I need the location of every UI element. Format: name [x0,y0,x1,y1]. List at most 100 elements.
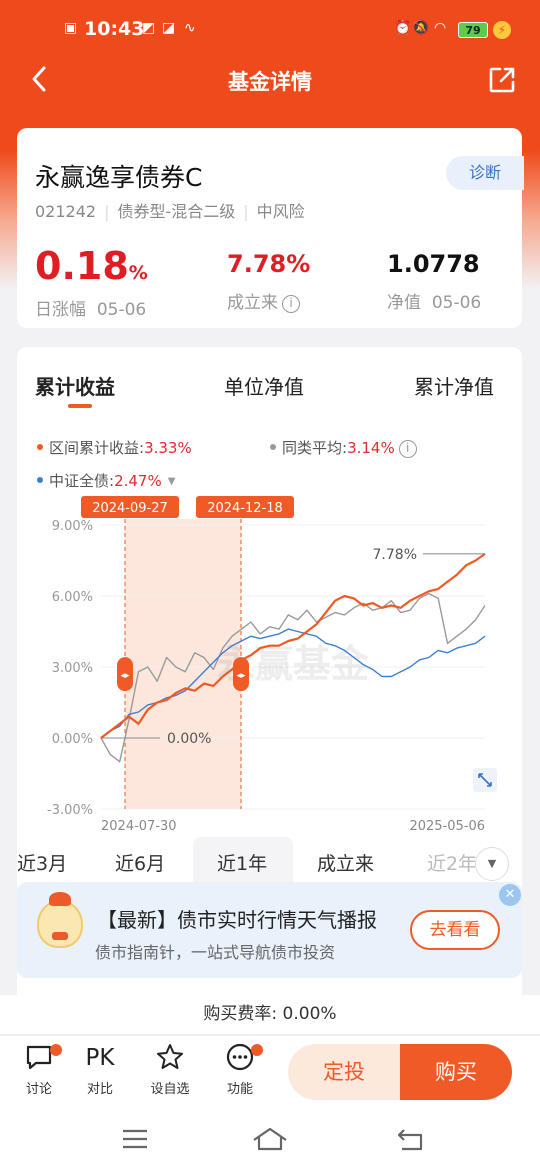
fund-risk: 中风险 [256,202,305,221]
nav-stat: 1.0778 净值 05-06 [387,244,481,313]
purchase-fee: 购买费率: 0.00% [0,995,540,1035]
function-button[interactable]: 功能 [215,1042,265,1097]
promo-banner[interactable]: 【最新】债市实时行情天气播报 债市指南针，一站式导航债市投资 去看看 ✕ [17,882,522,978]
banner-cta-button[interactable]: 去看看 [410,910,500,950]
info-icon[interactable]: i [398,440,417,458]
range-handle[interactable] [117,657,133,692]
notification-badge [251,1044,263,1056]
buy-button[interactable]: 购买 [400,1044,512,1100]
nav-label: 净值 [387,293,421,313]
legend-label: 区间累计收益: [49,439,145,457]
legend-peer: 同类平均:3.14% i [270,437,417,458]
end-annotation: 7.78% [373,547,417,563]
home-icon[interactable] [252,1126,288,1152]
auto-invest-button[interactable]: 定投 [288,1044,400,1100]
legend-fund: 区间累计收益:3.33% [37,437,192,458]
range-handle[interactable] [233,657,249,692]
range-date-label: 2024-09-27 [92,501,168,516]
menu-icon[interactable] [121,1128,149,1150]
since-inception-value: 7.78% [227,250,311,278]
banner-title: 【最新】债市实时行情天气播报 [97,908,377,932]
performance-chart-card: 累计收益 单位净值 累计净值 区间累计收益:3.33% 同类平均:3.14% i … [17,347,522,1007]
since-inception-stat: 7.78% 成立来 i [227,244,310,313]
charging-icon: ⚡ [493,21,511,39]
range-date-tag [81,496,179,518]
status-time: 10:43 [84,18,145,40]
discuss-button[interactable]: 讨论 [14,1042,64,1097]
series-line-peer [100,592,486,763]
line-chart[interactable]: 9.00%6.00%3.00%0.00%-3.00%永赢基金2024-09-27… [17,487,522,837]
active-period-background [193,837,293,883]
app-notification-icon: ◪ [162,20,176,36]
status-bar: ▣ 10:43 ◩ ◪ ∿ ⏰ 🔕 ◠ 79 ⚡ [0,0,540,56]
legend-value: 3.33% [144,439,192,457]
daily-change-stat: 0.18% 日涨幅 05-06 [35,244,148,320]
y-tick-label: -3.00% [47,803,93,818]
y-tick-label: 9.00% [52,519,93,534]
series-line-fund [100,552,486,739]
discuss-label: 讨论 [25,1082,52,1097]
more-periods-chevron-icon[interactable]: ▼ [475,847,509,881]
notification-badge [50,1044,62,1056]
zero-annotation: 0.00% [167,731,211,747]
highlight-range [125,519,241,809]
bottom-action-bar: 讨论 PK 对比 设自选 功能 定投 购买 [0,1036,540,1106]
fund-name: 永赢逸享债券C [35,163,203,192]
legend-value: 2.47% [114,472,162,490]
handle-arrows-icon: ◂▸ [236,671,246,681]
battery-icon: 79 [458,22,488,38]
fund-summary-card: 永赢逸享债券C 诊断 021242 | 债券型-混合二级 | 中风险 0.18% 日涨幅… [17,128,524,328]
active-tab-indicator [68,404,92,408]
app-notification-icon: ◩ [142,20,156,36]
daily-change-value: 0.18 [35,244,129,288]
handle-arrows-icon: ◂▸ [120,671,130,681]
compare-button[interactable]: PK 对比 [75,1042,125,1097]
tab-unit-nav[interactable]: 单位净值 [224,375,304,399]
back-icon[interactable] [26,64,56,94]
info-icon[interactable]: i [282,295,300,313]
tab-accumulated-nav[interactable]: 累计净值 [414,375,494,399]
daily-change-label: 日涨幅 [35,300,86,320]
expand-arrows-icon [478,773,492,787]
period-6m[interactable]: 近6月 [115,853,166,875]
legend-dot [270,444,276,450]
y-tick-label: 6.00% [52,590,93,605]
range-date-label: 2024-12-18 [207,501,283,516]
function-label: 功能 [226,1082,253,1097]
close-icon[interactable]: ✕ [499,884,521,906]
period-since-inception[interactable]: 成立来 [317,853,375,875]
nav-date: 05-06 [431,293,482,313]
fund-meta: 021242 | 债券型-混合二级 | 中风险 [35,202,305,221]
legend-dot [37,444,43,450]
alarm-icon: ⏰ [394,20,412,36]
period-1y[interactable]: 近1年 [217,853,268,875]
diagnose-button[interactable]: 诊断 [446,156,524,190]
y-tick-label: 0.00% [52,732,93,747]
legend-label: 同类平均: [282,439,348,457]
legend-index[interactable]: 中证全债:2.47% ▼ [37,470,175,491]
mascot-icon [37,892,83,948]
legend-label: 中证全债: [49,472,115,490]
watchlist-label: 设自选 [150,1082,190,1097]
nav-value: 1.0778 [387,250,480,278]
period-2y[interactable]: 近2年 [427,853,478,875]
banner-subtitle: 债市指南针，一站式导航债市投资 [95,943,336,962]
series-line-index [100,628,486,739]
fund-code: 021242 [35,202,97,221]
notification-icon: ▣ [64,20,78,36]
range-date-tag [196,496,294,518]
period-3m[interactable]: 近3月 [17,853,68,875]
add-watchlist-button[interactable]: 设自选 [145,1042,195,1097]
back-nav-icon[interactable] [396,1126,426,1152]
x-tick-label: 2025-05-06 [409,819,485,834]
chevron-down-icon: ▼ [167,476,176,487]
more-icon [215,1042,265,1074]
wifi-icon: ◠ [434,20,447,36]
nav-bar: 基金详情 [0,56,540,104]
x-tick-label: 2024-07-30 [101,819,177,834]
daily-change-unit: % [128,262,148,284]
share-icon[interactable] [488,66,516,94]
tab-cumulative-return[interactable]: 累计收益 [35,375,115,399]
app-notification-icon: ∿ [184,20,196,36]
legend-value: 3.14% [347,439,395,457]
